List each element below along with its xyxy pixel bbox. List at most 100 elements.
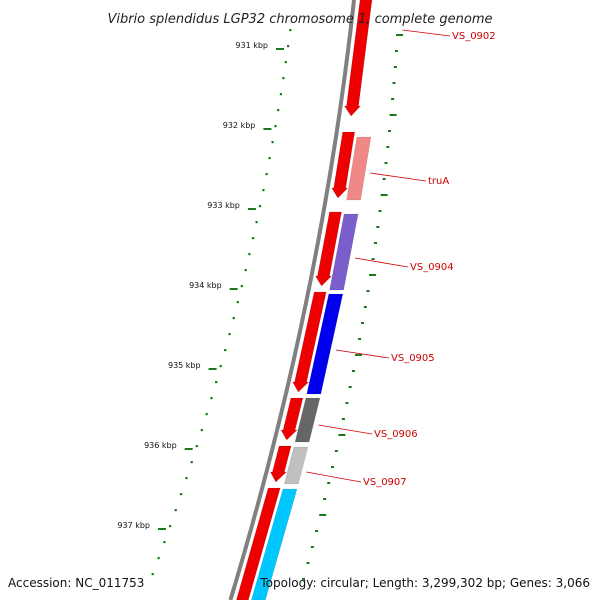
gene-label: VS_0904 bbox=[410, 262, 454, 273]
inner-tick-mark bbox=[331, 466, 334, 468]
kbp-label: 932 kbp bbox=[223, 121, 256, 130]
outer-tick-dot bbox=[240, 285, 243, 288]
outer-tick-dot bbox=[252, 237, 255, 240]
outer-tick-dot bbox=[151, 573, 154, 576]
inner-tick-mark bbox=[392, 82, 396, 84]
forward-gene-arrow bbox=[314, 211, 342, 287]
outer-tick-dot bbox=[265, 173, 268, 176]
outer-tick-dot bbox=[169, 525, 172, 528]
inner-tick-mark bbox=[341, 418, 345, 420]
outer-tick-dot bbox=[180, 493, 183, 496]
reverse-gene-block bbox=[294, 397, 321, 443]
major-tick bbox=[184, 448, 193, 450]
outer-tick-dot bbox=[262, 189, 265, 192]
forward-gene-arrow bbox=[331, 131, 356, 199]
outer-tick-dot bbox=[289, 29, 292, 32]
inner-tick-mark bbox=[306, 562, 310, 564]
outer-tick-dot bbox=[224, 349, 227, 352]
gene-label: truA bbox=[428, 176, 449, 187]
inner-tick-mark bbox=[389, 114, 397, 116]
reverse-strand-genes bbox=[251, 136, 372, 600]
reverse-gene-block bbox=[346, 136, 372, 201]
reverse-gene-block bbox=[251, 488, 298, 600]
outer-tick-dot bbox=[215, 381, 218, 384]
inner-tick-mark bbox=[396, 34, 403, 36]
outer-tick-dot bbox=[190, 461, 193, 464]
inner-tick-mark bbox=[310, 546, 314, 548]
label-leader-line bbox=[354, 257, 409, 268]
outer-tick-dot bbox=[210, 397, 213, 400]
outer-tick-dot bbox=[205, 413, 208, 416]
backbone-line bbox=[228, 0, 356, 600]
inner-tick-mark bbox=[327, 482, 331, 484]
inner-tick-mark bbox=[358, 338, 362, 340]
inner-tick-mark bbox=[388, 130, 391, 132]
inner-tick-mark bbox=[391, 98, 395, 100]
forward-gene-arrow bbox=[236, 487, 281, 600]
reverse-gene-block bbox=[329, 213, 359, 291]
outer-tick-dot bbox=[157, 557, 160, 560]
inner-tick-mark bbox=[323, 498, 327, 500]
outer-tick-dot bbox=[236, 301, 239, 304]
outer-tick-dot bbox=[277, 109, 280, 112]
gene-label: VS_0907 bbox=[363, 477, 407, 488]
inner-tick-mark bbox=[394, 50, 398, 52]
inner-tick-mark bbox=[382, 178, 386, 180]
inner-tick-mark bbox=[386, 146, 390, 148]
reverse-gene-block bbox=[283, 446, 309, 485]
outer-tick-dot bbox=[282, 77, 285, 80]
label-leader-line bbox=[306, 471, 362, 483]
inner-tick-mark bbox=[374, 242, 377, 244]
inner-tick-mark bbox=[363, 306, 367, 308]
outer-tick-dot bbox=[219, 365, 222, 368]
inner-tick-mark bbox=[361, 322, 364, 324]
major-tick bbox=[229, 288, 238, 290]
inner-tick-mark bbox=[376, 226, 380, 228]
kbp-label: 933 kbp bbox=[207, 201, 240, 210]
outer-tick-dot bbox=[279, 93, 282, 96]
inner-tick-mark bbox=[380, 194, 388, 196]
kbp-label: 935 kbp bbox=[168, 361, 201, 370]
forward-gene-arrow bbox=[280, 397, 304, 441]
inner-tick-mark bbox=[369, 274, 377, 276]
gene-label: VS_0905 bbox=[391, 353, 435, 364]
major-tick bbox=[276, 48, 284, 50]
inner-tick-mark bbox=[302, 578, 305, 580]
major-tick bbox=[263, 128, 272, 130]
label-leader-line bbox=[402, 29, 451, 37]
outer-tick-dot bbox=[284, 61, 287, 64]
outer-tick-dot bbox=[228, 333, 231, 336]
kbp-label: 934 kbp bbox=[189, 281, 222, 290]
outer-tick-dot bbox=[248, 253, 251, 256]
inner-tick-mark bbox=[355, 354, 362, 356]
inner-tick-mark bbox=[338, 434, 346, 436]
outer-tick-track bbox=[151, 29, 292, 576]
outer-tick-dot bbox=[232, 317, 235, 320]
forward-gene-arrow bbox=[292, 291, 327, 393]
inner-tick-mark bbox=[351, 370, 355, 372]
reverse-gene-block bbox=[306, 293, 344, 395]
inner-tick-track bbox=[302, 34, 403, 580]
forward-gene-arrow bbox=[269, 445, 292, 483]
map-title: Vibrio splendidus LGP32 chromosome 1, co… bbox=[107, 12, 492, 27]
gene-label: VS_0906 bbox=[374, 429, 418, 440]
outer-tick-dot bbox=[200, 429, 203, 432]
outer-tick-dot bbox=[258, 205, 262, 208]
kbp-label: 936 kbp bbox=[144, 441, 177, 450]
outer-tick-dot bbox=[185, 477, 188, 480]
inner-tick-mark bbox=[384, 162, 388, 164]
outer-tick-dot bbox=[255, 221, 258, 224]
kbp-label: 931 kbp bbox=[235, 41, 268, 50]
kbp-ruler-labels: 931 kbp 932 kbp 933 kbp 934 kbp 935 kbp 936 k… bbox=[117, 41, 284, 530]
forward-strand-genes bbox=[236, 0, 373, 600]
major-tick bbox=[208, 368, 217, 370]
inner-tick-mark bbox=[393, 66, 397, 68]
outer-tick-dot bbox=[163, 541, 166, 544]
label-leader-line bbox=[318, 424, 373, 435]
outer-tick-dot bbox=[274, 125, 277, 128]
inner-tick-mark bbox=[334, 450, 338, 452]
outer-tick-dot bbox=[174, 509, 177, 512]
forward-gene-arrow bbox=[343, 0, 373, 117]
